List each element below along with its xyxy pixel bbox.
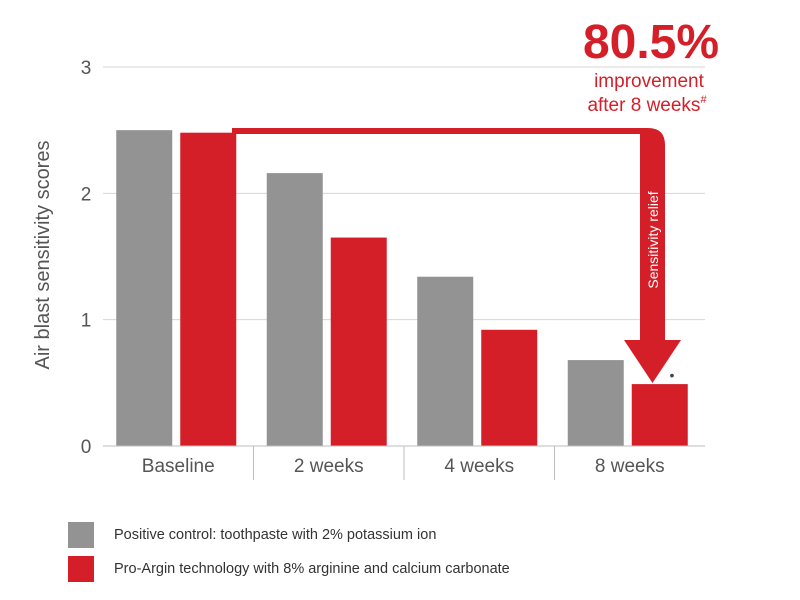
bar-pro-argin-3 xyxy=(631,384,688,446)
relief-arrow-corner xyxy=(640,128,665,340)
x-category-label: 2 weeks xyxy=(294,456,364,477)
legend-label-positive-control: Positive control: toothpaste with 2% pot… xyxy=(114,527,437,543)
bar-pro-argin-0 xyxy=(180,132,237,446)
x-axis-categories: Baseline 2 weeks 4 weeks 8 weeks xyxy=(142,446,665,480)
relief-arrow-bar xyxy=(232,128,644,134)
annotation-value: 80.5% xyxy=(583,16,719,69)
legend-swatch-red xyxy=(68,556,94,582)
bar-positive-control-0 xyxy=(116,130,173,446)
bars xyxy=(116,130,688,446)
x-category-label: 4 weeks xyxy=(444,456,514,477)
legend-swatch-gray xyxy=(68,522,94,548)
y-tick-label: 0 xyxy=(81,437,92,458)
legend-label-pro-argin: Pro-Argin technology with 8% arginine an… xyxy=(114,561,510,577)
bar-positive-control-2 xyxy=(417,276,474,446)
relief-arrow-label: Sensitivity relief xyxy=(645,191,661,288)
x-category-label: Baseline xyxy=(142,456,215,477)
legend: Positive control: toothpaste with 2% pot… xyxy=(68,521,510,589)
bar-positive-control-3 xyxy=(567,360,624,446)
y-axis-label: Air blast sensitivity scores xyxy=(32,141,54,370)
y-tick-label: 2 xyxy=(81,184,92,205)
y-tick-label: 3 xyxy=(81,58,92,79)
significance-mark: • xyxy=(670,367,675,383)
annotation-line2-text: after 8 weeks xyxy=(587,95,700,116)
legend-item-pro-argin: Pro-Argin technology with 8% arginine an… xyxy=(68,555,510,583)
legend-item-positive-control: Positive control: toothpaste with 2% pot… xyxy=(68,521,510,549)
relief-arrow-head xyxy=(624,340,681,383)
annotation-footnote-mark: # xyxy=(700,94,707,106)
annotation-line2: after 8 weeks# xyxy=(587,94,707,116)
annotation-line1: improvement xyxy=(594,71,705,92)
relief-arrow: Sensitivity relief xyxy=(232,128,681,383)
bar-positive-control-1 xyxy=(266,173,323,446)
y-axis-ticks: 0 1 2 3 xyxy=(81,58,92,458)
x-category-label: 8 weeks xyxy=(595,456,665,477)
y-tick-label: 1 xyxy=(81,311,92,332)
bar-pro-argin-1 xyxy=(330,237,387,446)
bar-pro-argin-2 xyxy=(481,329,538,446)
